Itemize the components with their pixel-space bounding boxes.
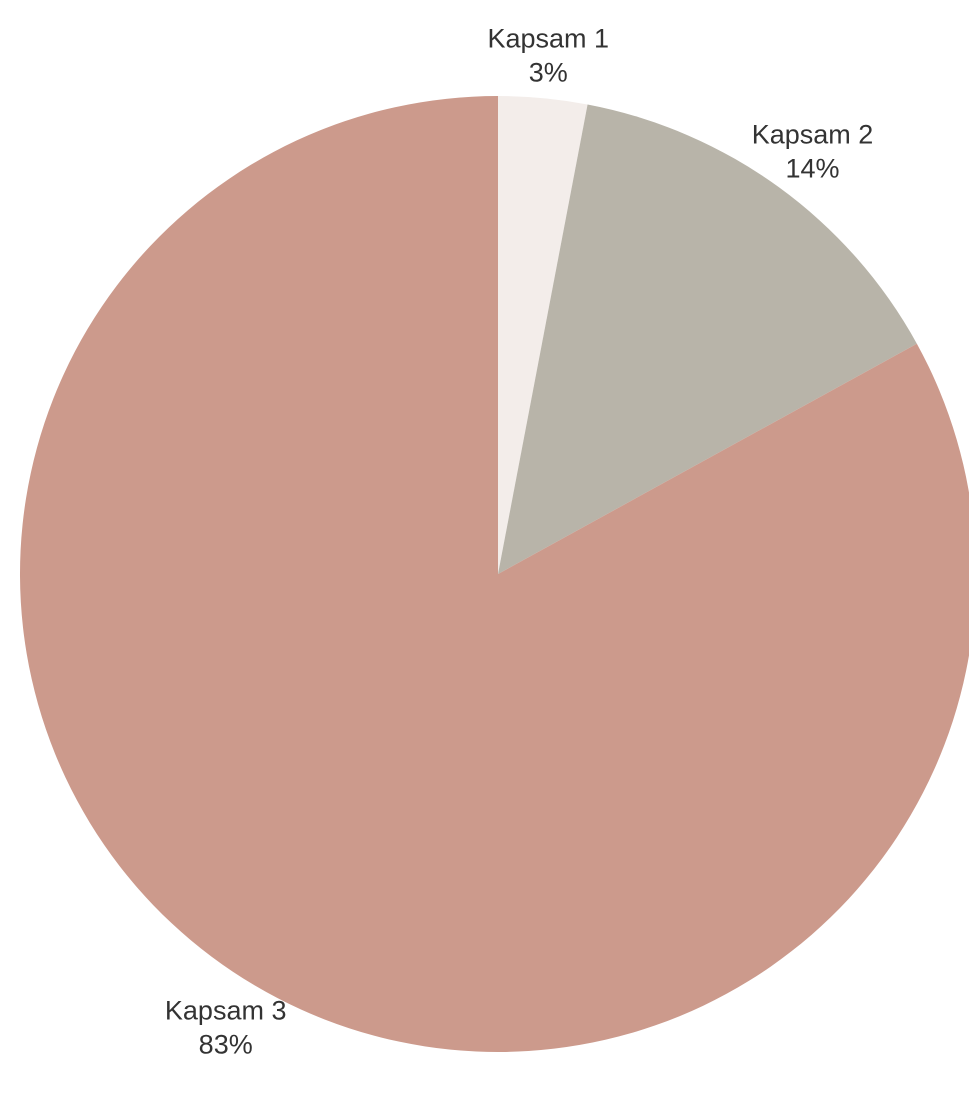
slice-label-name-2: Kapsam 2 bbox=[752, 119, 874, 149]
slice-label-name-3: Kapsam 3 bbox=[165, 995, 287, 1025]
pie-slices bbox=[20, 96, 969, 1052]
slice-label-value-3: 83% bbox=[199, 1029, 253, 1059]
slice-label-value-2: 14% bbox=[785, 153, 839, 183]
pie-slice-3 bbox=[20, 96, 969, 1052]
pie-slice-2 bbox=[498, 104, 917, 574]
slice-label-name-1: Kapsam 1 bbox=[488, 23, 610, 53]
slice-label-value-1: 3% bbox=[529, 57, 568, 87]
pie-slice-1 bbox=[498, 96, 588, 574]
pie-labels: Kapsam 1 3% Kapsam 2 14% Kapsam 3 83% bbox=[165, 23, 873, 1059]
